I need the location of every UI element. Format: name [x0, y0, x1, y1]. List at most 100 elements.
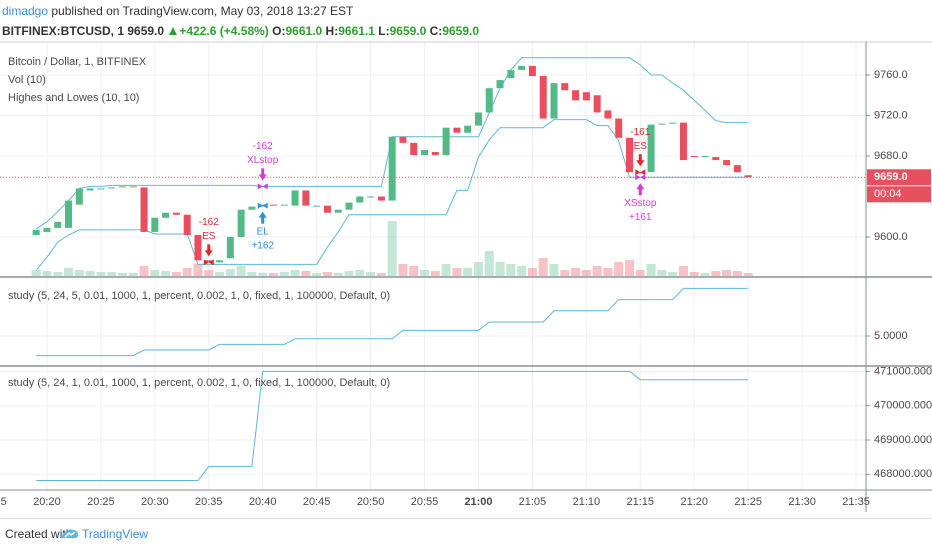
y-tick-label: 471000.0000 [874, 365, 932, 377]
candle-body [75, 188, 83, 205]
volume-bar [301, 271, 311, 276]
candle-body [723, 160, 731, 166]
brand-link[interactable]: TradingView [82, 527, 149, 541]
volume-bar [64, 268, 74, 276]
candle-body [356, 196, 364, 203]
volume-bar [625, 260, 635, 276]
marker-arrow [204, 244, 213, 257]
volume-bar [31, 270, 41, 276]
candle-body [377, 196, 385, 201]
candle-body [194, 234, 202, 261]
x-tick-label: 20:35 [195, 496, 223, 508]
volume-bar [117, 273, 127, 276]
volume-bar [398, 264, 408, 276]
candle-body [421, 149, 429, 156]
candle-body [690, 156, 698, 158]
candle-body [313, 205, 321, 207]
x-tick-label: 20:55 [411, 496, 439, 508]
channel-lower [35, 119, 749, 271]
volume-bar [538, 258, 548, 276]
candle-body [65, 200, 73, 228]
candle-body [518, 65, 526, 70]
candle-body [345, 202, 353, 210]
candle-body [205, 260, 213, 263]
candle-body [183, 214, 191, 235]
marker-arrow [258, 211, 267, 224]
volume-bar [592, 266, 602, 276]
volume-bar [290, 270, 300, 276]
volume-bar [743, 273, 753, 276]
publish-line: dimadgo published on TradingView.com, Ma… [2, 4, 353, 18]
volume-bar [560, 270, 570, 276]
ohlc-value: 9659.0 [442, 24, 480, 38]
volume-bar [463, 268, 473, 276]
marker-flag [257, 183, 268, 190]
last-price-tag [867, 169, 931, 186]
volume-bar [333, 273, 343, 276]
y-tick-label: 470000.0000 [874, 400, 932, 412]
y-tick-label: 9720.0 [874, 109, 908, 121]
volume-bar [668, 272, 678, 276]
volume-bar [722, 270, 732, 276]
ohlc-label: L: [378, 24, 390, 38]
countdown-label: 00:04 [874, 188, 902, 200]
candle-body [108, 187, 116, 189]
volume-bar [527, 268, 537, 276]
volume-bar [484, 251, 494, 276]
volume-bar [409, 266, 419, 276]
candle-body [248, 206, 256, 210]
marker-pnl: +162 [251, 240, 274, 251]
candle-body [539, 76, 547, 119]
candle-body [323, 205, 331, 213]
footer: Created with TradingView [0, 518, 932, 551]
candle-body [507, 69, 515, 79]
ohlc-value: 9661.0 [285, 24, 323, 38]
volume-bar [495, 262, 505, 276]
volume-bar [711, 271, 721, 276]
candle-body [431, 151, 439, 156]
study-line [36, 370, 749, 481]
candle-body [744, 175, 752, 178]
x-tick-label: 21:10 [573, 496, 601, 508]
ohlc-value: 9659.0 [389, 24, 427, 38]
candle-body [626, 137, 634, 173]
volume-bar [85, 271, 95, 276]
x-tick-label: 20:40 [249, 496, 277, 508]
candle-body [226, 237, 234, 259]
change: +422.6 (+4.58%) [179, 24, 269, 38]
volume-bar [128, 273, 138, 276]
candle-body [701, 156, 709, 158]
marker-label: ES [634, 141, 648, 152]
volume-bar [312, 273, 322, 276]
candle-body [604, 110, 612, 119]
marker-arrow [636, 183, 645, 196]
candle-body [172, 212, 180, 215]
x-tick-label: 20:50 [357, 496, 385, 508]
candle-body [528, 65, 536, 77]
study-line [36, 287, 749, 357]
candle-body [302, 190, 310, 206]
volume-bar [603, 268, 613, 276]
y-tick-label: 9760.0 [874, 69, 908, 81]
candle-body [593, 95, 601, 113]
author-link[interactable]: dimadgo [2, 4, 49, 18]
indicator-legend: Highes and Lowes (10, 10) [8, 92, 139, 104]
candle-body [453, 127, 461, 133]
x-tick-label: 21:35 [842, 496, 870, 508]
candle-body [269, 204, 277, 206]
x-tick-label: 20:25 [87, 496, 115, 508]
marker-label: XLstop [247, 155, 279, 166]
volume-bar [678, 266, 688, 276]
volume-bar [430, 271, 440, 276]
volume-bar [96, 272, 106, 276]
volume-bar [376, 273, 386, 276]
ohlc-label: H: [325, 24, 339, 38]
x-tick-label: 21:15 [627, 496, 655, 508]
chart: ES -162 XLstop -162 EL +162 ES -161 XSstop +161 2… [0, 41, 932, 512]
volume-bar [549, 264, 559, 276]
candle-body [733, 165, 741, 173]
volume-bar [258, 273, 268, 276]
volume-bar [635, 270, 645, 276]
study-legend: study (5, 24, 5, 0.01, 1000, 1, percent,… [8, 290, 390, 302]
